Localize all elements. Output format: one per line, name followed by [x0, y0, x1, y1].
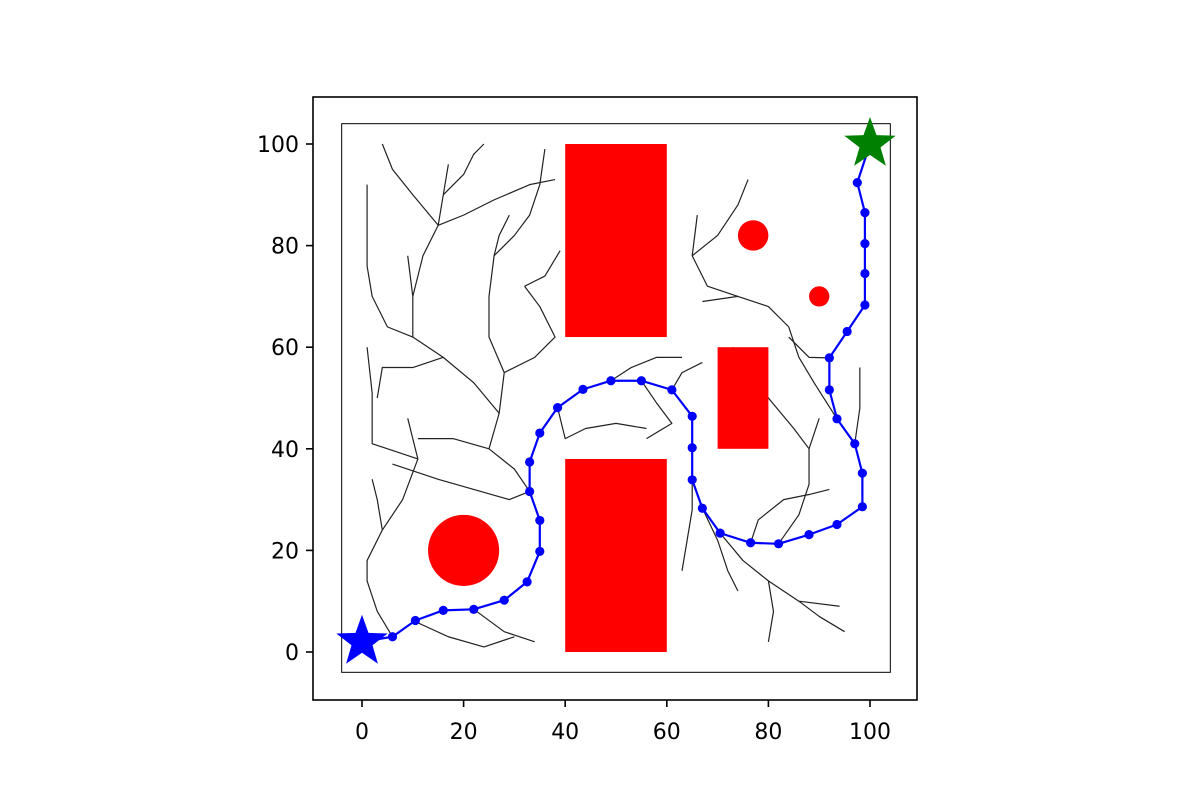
path-node — [687, 443, 697, 453]
tree-branch — [407, 255, 500, 414]
tree-branch — [691, 215, 739, 297]
path-node — [535, 428, 545, 438]
y-tick-label: 20 — [271, 539, 299, 564]
obstacle-circle — [428, 514, 500, 586]
tree-branch — [671, 361, 703, 391]
x-tick-label: 100 — [849, 720, 891, 745]
path-node — [525, 486, 535, 497]
path-node — [715, 528, 725, 538]
obstacle-rectangle — [565, 144, 667, 338]
obstacle-circle — [809, 286, 830, 307]
tree-branch — [681, 479, 693, 571]
y-axis-ticks: 0 20 40 60 80 100 — [257, 133, 313, 666]
x-tick-label: 20 — [450, 720, 478, 745]
path-node — [552, 403, 563, 413]
path-node — [773, 539, 784, 549]
path-node — [469, 604, 479, 614]
path-node — [804, 530, 814, 540]
obstacle-rectangle — [565, 458, 667, 652]
tree-branch — [366, 184, 414, 338]
tree-branch — [701, 507, 739, 592]
tree-branch — [442, 143, 485, 196]
path-node — [687, 411, 697, 421]
boundary-rect — [341, 123, 891, 673]
tree-branch — [437, 178, 556, 226]
tree-branch — [691, 179, 749, 257]
path-node — [499, 595, 509, 605]
path-node — [387, 632, 398, 642]
workspace-boundary — [341, 123, 891, 673]
path-node — [410, 615, 420, 626]
path-node — [860, 268, 870, 279]
path-node — [860, 207, 870, 218]
start-star-marker — [336, 614, 388, 664]
tree-branch — [854, 367, 861, 444]
path-node — [578, 384, 588, 394]
tree-branch — [778, 418, 820, 545]
tree-branch — [702, 295, 790, 328]
tree-branch — [473, 608, 535, 643]
path-node — [832, 519, 842, 530]
path-node — [438, 605, 448, 615]
path-node — [832, 414, 842, 424]
tree-branch — [488, 214, 510, 449]
start-goal-markers — [336, 117, 896, 664]
tree-branch — [610, 356, 683, 382]
path-node — [522, 577, 532, 587]
tree-branch — [524, 250, 561, 287]
tree-branch — [798, 600, 845, 633]
path-node — [824, 353, 834, 363]
tree-branch — [788, 336, 830, 359]
path-node — [852, 178, 862, 188]
tree-branch — [366, 347, 419, 460]
x-axis-ticks: 0 20 40 60 80 100 — [355, 700, 891, 745]
obstacle-circle — [737, 220, 769, 251]
axes-frame — [312, 96, 918, 701]
tree-branch — [381, 418, 419, 531]
goal-star-marker — [844, 117, 896, 166]
tree-branch — [640, 380, 673, 440]
tree-branch — [767, 580, 775, 642]
path-node — [824, 385, 834, 395]
y-tick-label: 0 — [285, 641, 299, 666]
path-node — [535, 546, 545, 557]
tree-branch — [366, 479, 393, 638]
tree-branch — [392, 463, 530, 501]
y-tick-label: 40 — [271, 438, 299, 463]
path-node — [667, 385, 677, 395]
path-node — [525, 457, 535, 467]
y-tick-label: 80 — [271, 235, 299, 260]
path-node — [842, 326, 852, 337]
path-node — [860, 238, 870, 249]
path-node — [606, 376, 616, 386]
path-node — [860, 300, 870, 310]
y-tick-label: 60 — [271, 336, 299, 361]
obstacle-rectangle — [717, 347, 769, 449]
y-tick-label: 100 — [257, 133, 299, 158]
x-tick-label: 40 — [551, 720, 579, 745]
obstacles — [428, 144, 830, 652]
path-node — [636, 376, 647, 386]
tree-branch — [556, 407, 647, 440]
x-tick-label: 80 — [754, 720, 782, 745]
tree-branch — [503, 285, 556, 374]
path-node — [857, 468, 867, 478]
tree-branches — [361, 143, 866, 648]
x-tick-label: 0 — [355, 720, 369, 745]
path-node — [857, 502, 867, 512]
tree-branch — [412, 619, 515, 648]
tree-branch — [493, 148, 546, 257]
tree-branch — [750, 488, 830, 543]
path-node — [687, 475, 697, 485]
path-node — [535, 515, 545, 526]
x-tick-label: 60 — [653, 720, 681, 745]
path-node — [850, 439, 860, 449]
path-node — [697, 503, 707, 513]
tree-branch — [376, 356, 444, 399]
tree-branch — [381, 143, 439, 226]
path-node — [746, 538, 756, 548]
